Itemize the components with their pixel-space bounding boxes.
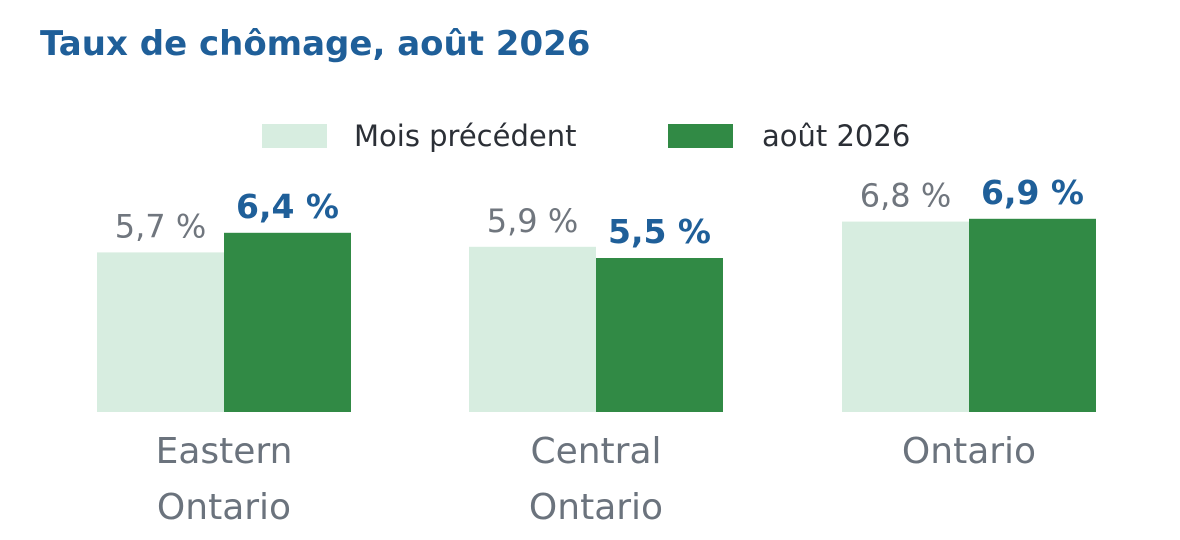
value-label-previous-2: 6,8 % <box>860 177 951 215</box>
bar-previous-2 <box>842 221 969 412</box>
bar-previous-0 <box>97 252 224 412</box>
value-label-current-1: 5,5 % <box>608 212 711 251</box>
category-label-0-1: Ontario <box>157 487 291 528</box>
bar-previous-1 <box>469 246 596 412</box>
category-label-1-0: Central <box>530 431 661 472</box>
category-label-2-0: Ontario <box>902 431 1036 472</box>
value-label-current-0: 6,4 % <box>236 187 339 226</box>
legend-swatch-previous <box>262 124 327 148</box>
value-label-previous-1: 5,9 % <box>487 202 578 240</box>
legend: Mois précédent août 2026 <box>262 119 910 153</box>
bars <box>97 218 1096 412</box>
legend-label-current: août 2026 <box>762 119 910 153</box>
bar-current-2 <box>969 218 1096 412</box>
bar-current-0 <box>224 232 351 412</box>
category-label-1-1: Ontario <box>529 487 663 528</box>
legend-swatch-current <box>668 124 733 148</box>
value-labels: 5,7 % 6,4 % 5,9 % 5,5 % 6,8 % 6,9 % <box>115 173 1084 251</box>
category-labels: Eastern Ontario Central Ontario Ontario <box>156 431 1036 528</box>
legend-label-previous: Mois précédent <box>354 119 576 153</box>
bar-current-1 <box>596 258 723 412</box>
value-label-previous-0: 5,7 % <box>115 207 206 245</box>
category-label-0-0: Eastern <box>156 431 293 472</box>
chart-title: Taux de chômage, août 2026 <box>40 24 590 64</box>
value-label-current-2: 6,9 % <box>981 173 1084 212</box>
